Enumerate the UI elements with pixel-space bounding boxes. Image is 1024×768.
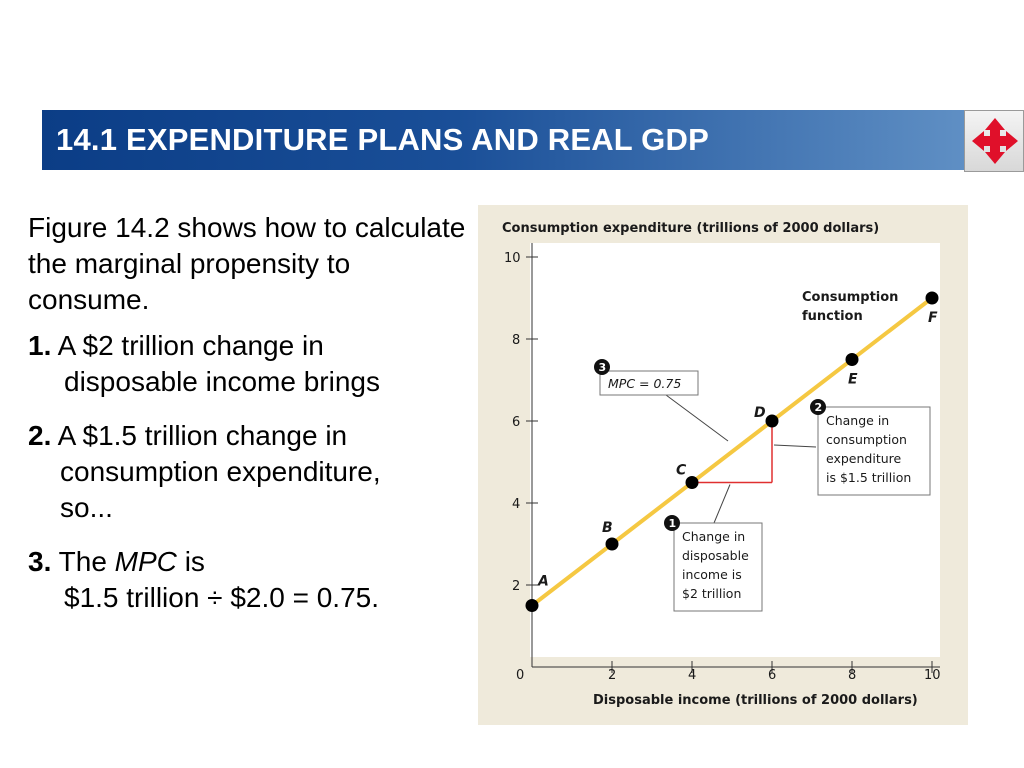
y-axis-title: Consumption expenditure (trillions of 20… bbox=[502, 221, 879, 236]
consumption-change-leader-line bbox=[773, 444, 817, 448]
consumption-change-box bbox=[817, 406, 931, 496]
point-label-d: D bbox=[754, 405, 766, 421]
income-change-leader-line bbox=[713, 484, 731, 524]
point-label-e: E bbox=[848, 372, 858, 388]
income-change-box-line: $2 trillion bbox=[682, 586, 741, 601]
income-change-box-line: income is bbox=[682, 567, 742, 582]
x-axis-title: Disposable income (trillions of 2000 dol… bbox=[593, 693, 918, 708]
consumption-change-box-line: consumption bbox=[826, 432, 907, 447]
mpc-box bbox=[599, 370, 699, 396]
annotations: MPC = 0.753 Change in consumption expenditu… bbox=[594, 359, 931, 612]
badge-1-text: 1 bbox=[669, 517, 677, 530]
y-tick-label: 6 bbox=[512, 415, 520, 430]
mpc-box-text: MPC = 0.75 bbox=[608, 376, 681, 391]
consumption-change-box-line: expenditure bbox=[826, 451, 902, 466]
step-1-line-1: A $2 trillion change in bbox=[57, 330, 324, 361]
point-label-c: C bbox=[676, 463, 687, 479]
intro-paragraph: Figure 14.2 shows how to calculate the m… bbox=[28, 212, 466, 315]
x-tick-label: 10 bbox=[924, 668, 941, 683]
step-3-line-2: $1.5 trillion ÷ $2.0 = 0.75. bbox=[64, 582, 380, 613]
series-label-line-2: function bbox=[802, 309, 863, 324]
mpc-leader-line bbox=[665, 394, 729, 442]
mpc-figure: Consumption expenditure (trillions of 20… bbox=[478, 205, 968, 725]
consumption-function-line bbox=[530, 296, 934, 608]
step-2-number: 2. bbox=[28, 420, 52, 451]
badge-2-text: 2 bbox=[815, 401, 823, 414]
slide-title: 14.1 EXPENDITURE PLANS AND REAL GDP bbox=[56, 122, 709, 157]
point-label-f: F bbox=[928, 310, 938, 326]
consumption-chart: Consumption expenditure (trillions of 20… bbox=[502, 221, 941, 708]
step-2-line-1: A $1.5 trillion change in bbox=[57, 420, 348, 451]
step-3-mpc: MPC bbox=[114, 546, 177, 577]
series-label-line-1: Consumption bbox=[802, 290, 898, 305]
point-f bbox=[925, 291, 939, 305]
y-tick-label: 8 bbox=[512, 333, 520, 348]
badge-3-text: 3 bbox=[599, 361, 607, 374]
x-tick-label: 4 bbox=[688, 668, 696, 683]
badge-3 bbox=[594, 359, 610, 375]
axes: 0 2 4 6 8 10 2 4 6 8 10 bbox=[504, 243, 941, 683]
step-3-number: 3. bbox=[28, 546, 52, 577]
badge-1 bbox=[664, 515, 680, 531]
step-1-line-2: disposable income brings bbox=[64, 366, 380, 397]
y-tick-label: 4 bbox=[512, 497, 520, 512]
step-2-line-3: so... bbox=[60, 492, 113, 523]
income-change-box bbox=[673, 522, 763, 612]
point-b bbox=[605, 537, 619, 551]
step-3-post: is bbox=[184, 546, 205, 577]
step-3-pre: The bbox=[58, 546, 107, 577]
income-change-box-line: disposable bbox=[682, 548, 749, 563]
point-a bbox=[525, 599, 539, 612]
navigation-button[interactable] bbox=[964, 110, 1024, 172]
point-label-b: B bbox=[602, 520, 613, 536]
point-d bbox=[765, 414, 779, 428]
x-tick-label: 2 bbox=[608, 668, 616, 683]
badge-2 bbox=[810, 399, 826, 415]
x-tick-label: 0 bbox=[516, 668, 524, 683]
header-bar: 14.1 EXPENDITURE PLANS AND REAL GDP bbox=[42, 110, 964, 170]
step-1-number: 1. bbox=[28, 330, 52, 361]
y-tick-label: 2 bbox=[512, 579, 520, 594]
step-2: 2. A $1.5 trillion change in consumption… bbox=[28, 418, 468, 526]
step-3: 3. The MPC is $1.5 trillion ÷ $2.0 = 0.7… bbox=[28, 544, 468, 616]
consumption-change-box-line: is $1.5 trillion bbox=[826, 470, 911, 485]
point-label-a: A bbox=[537, 574, 549, 590]
explanation-text: Figure 14.2 shows how to calculate the m… bbox=[28, 210, 468, 634]
chart-marks: A B C D E F Consumption function bbox=[525, 290, 939, 612]
y-tick-label: 10 bbox=[504, 251, 521, 266]
x-tick-label: 8 bbox=[848, 668, 856, 683]
step-2-line-2: consumption expenditure, bbox=[60, 456, 381, 487]
consumption-change-box-line: Change in bbox=[826, 413, 889, 428]
point-c bbox=[685, 476, 699, 489]
point-e bbox=[845, 353, 859, 366]
four-way-arrows-icon bbox=[972, 118, 1018, 164]
x-tick-label: 6 bbox=[768, 668, 776, 683]
step-1: 1. A $2 trillion change in disposable in… bbox=[28, 328, 468, 400]
income-change-box-line: Change in bbox=[682, 529, 745, 544]
